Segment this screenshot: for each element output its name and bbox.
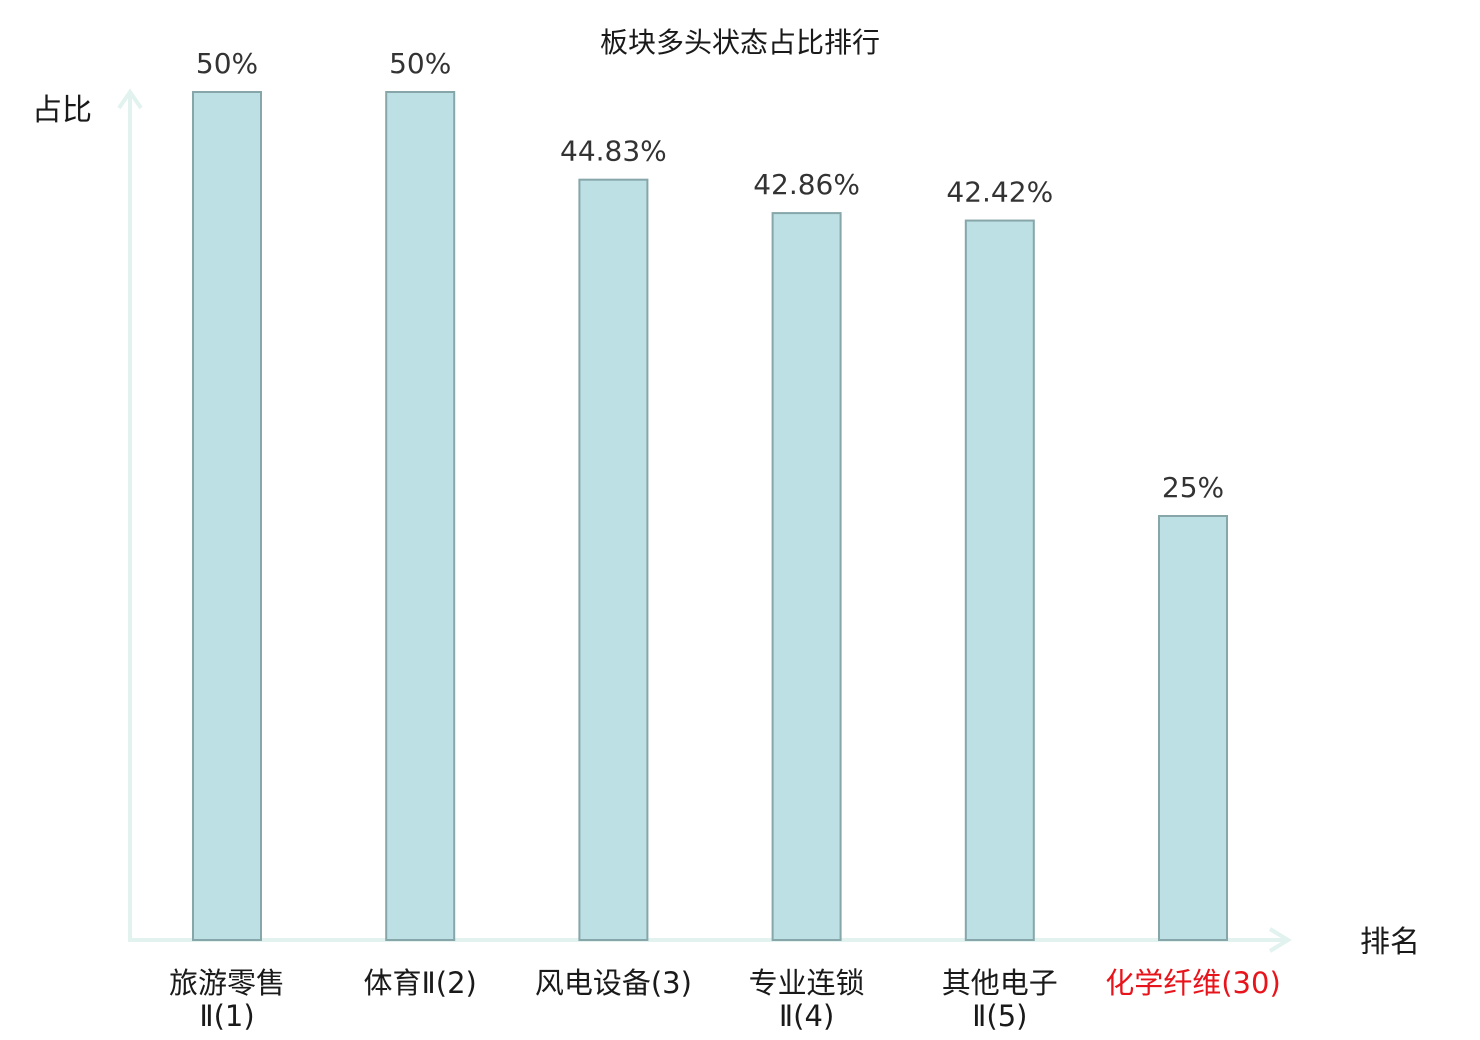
category-label-1-line-1: 旅游零售 xyxy=(169,966,285,1000)
bar-value-label-1: 50% xyxy=(196,47,258,80)
bar-1 xyxy=(192,91,262,941)
category-label-3: 风电设备(3) xyxy=(535,966,692,1000)
category-label-4-line-1: 专业连锁 xyxy=(749,966,865,1000)
bar-value-label-2: 50% xyxy=(389,47,451,80)
bar-6 xyxy=(1158,515,1228,941)
category-label-6: 化学纤维(30) xyxy=(1105,966,1281,1000)
category-label-5-line-1: 其他电子 xyxy=(942,966,1058,1000)
bar-value-label-6: 25% xyxy=(1162,471,1224,504)
bar-3 xyxy=(578,178,649,941)
bar-value-label-3: 44.83% xyxy=(560,135,667,168)
bar-4 xyxy=(771,212,842,941)
y-axis-label: 占比 xyxy=(32,93,92,128)
bar-value-label-4: 42.86% xyxy=(753,168,860,201)
bar-2 xyxy=(385,91,456,941)
bar-5 xyxy=(964,219,1035,941)
category-label-2: 体育Ⅱ(2) xyxy=(364,966,477,1000)
category-label-1-line-2: Ⅱ(1) xyxy=(199,999,254,1033)
bars-group xyxy=(192,91,1228,941)
y-axis-arrow xyxy=(117,88,143,110)
bar-value-label-5: 42.42% xyxy=(946,176,1053,209)
x-axis-label: 排名 xyxy=(1360,925,1420,960)
category-label-5-line-2: Ⅱ(5) xyxy=(972,999,1027,1033)
value-labels-group: 50% 50% 44.83% 42.86% 42.42% 25% xyxy=(196,47,1224,504)
chart-title: 板块多头状态占比排行 xyxy=(600,26,880,59)
category-label-4-line-2: Ⅱ(4) xyxy=(779,999,834,1033)
x-axis-arrow xyxy=(1268,927,1292,953)
